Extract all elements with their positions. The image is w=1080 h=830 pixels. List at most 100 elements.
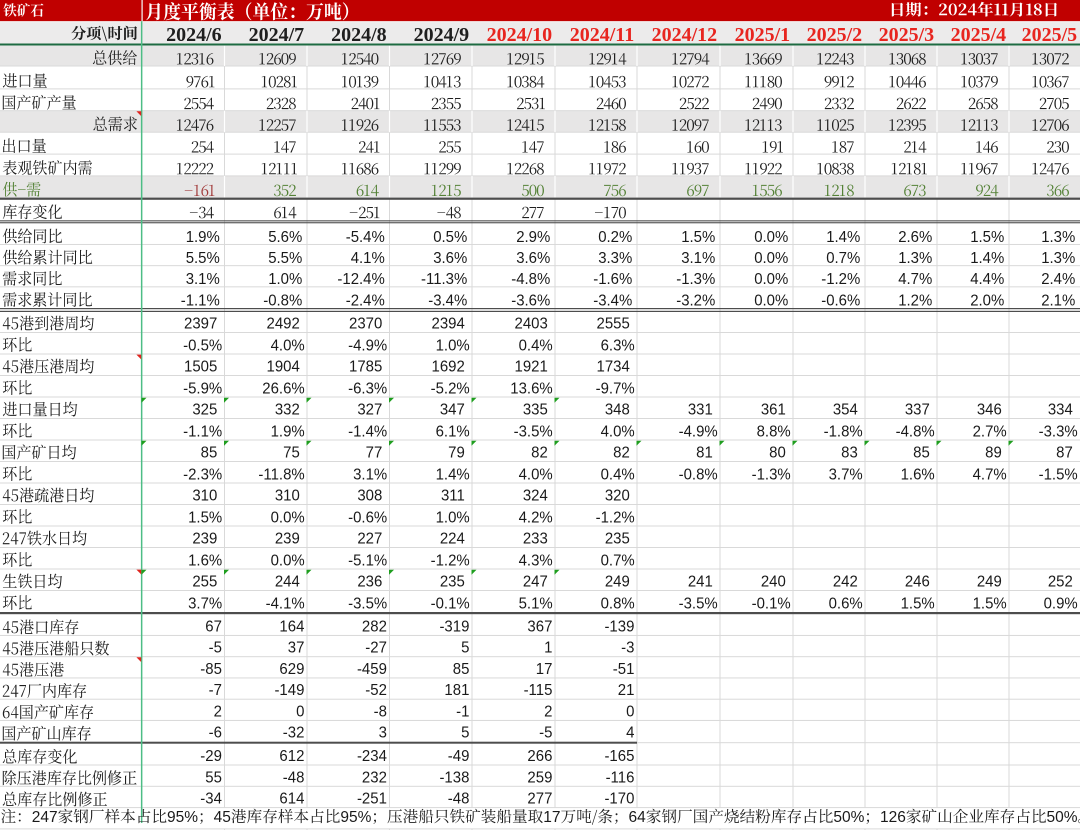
- svg-text:-0.6%: -0.6%: [821, 292, 860, 310]
- svg-text:17: 17: [536, 660, 553, 678]
- svg-text:-85: -85: [200, 660, 222, 678]
- svg-text:2025/3: 2025/3: [879, 24, 935, 46]
- svg-text:1.6%: 1.6%: [901, 466, 935, 484]
- svg-text:1505: 1505: [184, 358, 217, 376]
- svg-text:2025/1: 2025/1: [735, 24, 791, 46]
- svg-text:0: 0: [296, 703, 305, 721]
- svg-text:64: 64: [629, 809, 647, 826]
- svg-text:95%: 95%: [340, 809, 371, 826]
- svg-text:164: 164: [279, 618, 304, 636]
- svg-text:2024/10: 2024/10: [487, 24, 553, 46]
- svg-text:2394: 2394: [432, 315, 466, 333]
- svg-text:612: 612: [279, 748, 304, 766]
- svg-text:2.4%: 2.4%: [1041, 271, 1075, 289]
- svg-text:-34: -34: [200, 790, 222, 808]
- svg-text:233: 233: [523, 530, 548, 548]
- svg-text:85: 85: [453, 660, 470, 678]
- svg-text:1.5%: 1.5%: [681, 228, 715, 246]
- svg-text:2370: 2370: [349, 315, 383, 333]
- svg-text:50%: 50%: [1047, 809, 1078, 826]
- svg-text:332: 332: [275, 401, 300, 419]
- svg-text:-5: -5: [209, 639, 222, 657]
- svg-text:-48: -48: [448, 790, 470, 808]
- svg-text:-234: -234: [357, 748, 387, 766]
- svg-text:-27: -27: [365, 639, 387, 657]
- svg-text:-6.3%: -6.3%: [348, 380, 387, 398]
- svg-text:5: 5: [461, 724, 469, 742]
- svg-text:-3.5%: -3.5%: [679, 595, 718, 613]
- svg-text:-5.9%: -5.9%: [183, 380, 222, 398]
- svg-text:-115: -115: [524, 682, 553, 700]
- svg-text:-3.4%: -3.4%: [428, 292, 467, 310]
- svg-text:85: 85: [913, 444, 930, 462]
- svg-text:95%: 95%: [167, 809, 198, 826]
- svg-text:37: 37: [288, 639, 305, 657]
- svg-text:614: 614: [279, 790, 304, 808]
- svg-text:4.1%: 4.1%: [351, 250, 385, 268]
- svg-text:77: 77: [366, 444, 383, 462]
- svg-text:1.3%: 1.3%: [1041, 250, 1075, 268]
- svg-text:-2.3%: -2.3%: [183, 466, 222, 484]
- svg-text:348: 348: [605, 401, 630, 419]
- svg-text:-0.6%: -0.6%: [348, 509, 387, 527]
- svg-text:0.0%: 0.0%: [754, 250, 788, 268]
- svg-text:0.0%: 0.0%: [271, 552, 305, 570]
- svg-text:310: 310: [192, 487, 217, 505]
- svg-text:2397: 2397: [184, 315, 217, 333]
- svg-text:244: 244: [275, 573, 300, 591]
- svg-text:83: 83: [841, 444, 858, 462]
- svg-text:126: 126: [880, 809, 906, 826]
- svg-text:55: 55: [205, 769, 222, 787]
- svg-text:325: 325: [192, 401, 217, 419]
- svg-text:-4.9%: -4.9%: [679, 423, 718, 441]
- svg-text:2: 2: [544, 703, 552, 721]
- svg-text:-170: -170: [604, 790, 634, 808]
- svg-text:-1.2%: -1.2%: [821, 271, 860, 289]
- svg-text:67: 67: [205, 618, 222, 636]
- svg-text:2025/5: 2025/5: [1022, 24, 1078, 46]
- svg-text:266: 266: [527, 748, 552, 766]
- svg-text:-5.2%: -5.2%: [431, 380, 470, 398]
- svg-text:5.5%: 5.5%: [186, 250, 220, 268]
- svg-text:-7: -7: [209, 682, 222, 700]
- svg-text:-1.2%: -1.2%: [596, 509, 635, 527]
- svg-text:2024/6: 2024/6: [166, 24, 222, 46]
- svg-text:239: 239: [192, 530, 217, 548]
- svg-text:1692: 1692: [432, 358, 465, 376]
- svg-text:0.0%: 0.0%: [271, 509, 305, 527]
- svg-text:-3.5%: -3.5%: [348, 595, 387, 613]
- svg-text:1.4%: 1.4%: [436, 466, 470, 484]
- svg-text:5.1%: 5.1%: [519, 595, 553, 613]
- svg-text:1.5%: 1.5%: [188, 509, 222, 527]
- svg-text:4.4%: 4.4%: [970, 271, 1004, 289]
- svg-text:241: 241: [688, 573, 713, 591]
- svg-text:79: 79: [448, 444, 465, 462]
- svg-text:0.2%: 0.2%: [598, 228, 632, 246]
- svg-text:-0.8%: -0.8%: [679, 466, 718, 484]
- svg-text:227: 227: [357, 530, 382, 548]
- svg-text:4.2%: 4.2%: [519, 509, 553, 527]
- svg-text:2403: 2403: [515, 315, 548, 333]
- svg-text:1.0%: 1.0%: [436, 509, 470, 527]
- svg-text:354: 354: [833, 401, 858, 419]
- svg-text:3.1%: 3.1%: [681, 250, 715, 268]
- svg-text:-3: -3: [621, 639, 634, 657]
- svg-text:1.0%: 1.0%: [436, 337, 470, 355]
- svg-text:236: 236: [357, 573, 382, 591]
- svg-text:-8: -8: [374, 703, 387, 721]
- svg-text:-52: -52: [365, 682, 387, 700]
- svg-text:255: 255: [192, 573, 217, 591]
- svg-text:0.0%: 0.0%: [754, 271, 788, 289]
- svg-text:1.4%: 1.4%: [970, 250, 1004, 268]
- svg-text:2.0%: 2.0%: [970, 292, 1004, 310]
- svg-text:1785: 1785: [349, 358, 382, 376]
- svg-text:-12.4%: -12.4%: [337, 271, 385, 289]
- svg-text:4.0%: 4.0%: [271, 337, 305, 355]
- svg-text:-3.5%: -3.5%: [514, 423, 553, 441]
- svg-text:-4.9%: -4.9%: [348, 337, 387, 355]
- svg-text:2025/4: 2025/4: [951, 24, 1007, 46]
- svg-text:235: 235: [440, 573, 465, 591]
- svg-text:-149: -149: [274, 682, 304, 700]
- svg-text:1.3%: 1.3%: [1041, 228, 1075, 246]
- svg-text:-51: -51: [613, 660, 635, 678]
